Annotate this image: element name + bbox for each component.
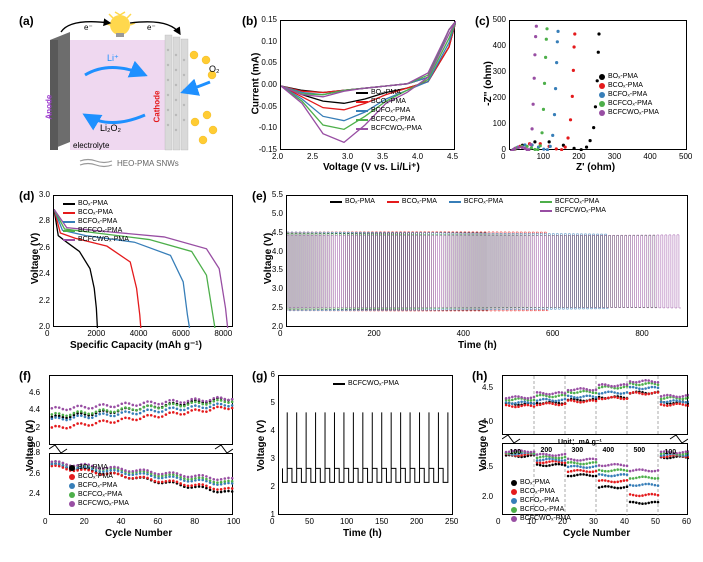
panel-g-ylabel: Voltage (V) bbox=[256, 420, 267, 471]
panel-f-break bbox=[49, 445, 233, 453]
electrolyte-label: electrolyte bbox=[73, 141, 109, 150]
anode-label: Anode bbox=[45, 95, 54, 120]
panel-c-legend: BOₓ-PMABCOₓ-PMABCFOₓ-PMABCFCOₓ-PMABCFCWO… bbox=[599, 72, 659, 117]
panel-b-label: (b) bbox=[242, 14, 257, 28]
panel-d-label: (d) bbox=[19, 189, 34, 203]
cathode-label: Cathode bbox=[153, 91, 162, 123]
panel-c-xlabel: Z' (ohm) bbox=[576, 162, 615, 173]
panel-h-chart-top bbox=[502, 375, 688, 435]
panel-g-legend: BCFCWOₓ-PMA bbox=[333, 379, 399, 388]
panel-b-xlabel: Voltage (V vs. Li/Li⁺) bbox=[323, 162, 420, 173]
panel-g: (g) Voltage (V) Time (h) 050100150200250… bbox=[248, 365, 460, 550]
panel-g-chart bbox=[278, 375, 453, 515]
heo-label: HEO-PMA SNWs bbox=[117, 159, 179, 168]
panel-h-legend: BOₓ-PMABCOₓ-PMABCFOₓ-PMABCFCOₓ-PMABCFCWO… bbox=[511, 478, 571, 523]
panel-h-xlabel: Cycle Number bbox=[563, 528, 630, 539]
li-plus-label: Li⁺ bbox=[107, 53, 119, 64]
panel-g-legend-label: BCFCWOₓ-PMA bbox=[348, 379, 399, 388]
panel-f-legend: BOₓ-PMABCOₓ-PMABCFOₓ-PMABCFCOₓ-PMABCFCWO… bbox=[69, 463, 129, 508]
panel-f: (f) Voltage (V) Cycle Number 02040608010… bbox=[15, 365, 240, 550]
panel-f-xlabel: Cycle Number bbox=[105, 528, 172, 539]
panel-d-xlabel: Specific Capacity (mAh g⁻¹) bbox=[70, 340, 202, 351]
panel-b: (b) Current (mA) Voltage (V vs. Li/Li⁺) … bbox=[238, 10, 463, 175]
panel-c-label: (c) bbox=[475, 14, 490, 28]
panel-e: (e) Voltage (V) Time (h) 02004006008002.… bbox=[248, 185, 696, 355]
panel-e-label: (e) bbox=[252, 189, 267, 203]
panel-b-legend: BOₓ-PMABCOₓ-PMABCFOₓ-PMABCFCOₓ-PMABCFCWO… bbox=[356, 88, 422, 133]
panel-f-chart-top bbox=[49, 375, 233, 445]
panel-c: (c) -Z'' (ohm) Z' (ohm) 0100200300400500… bbox=[471, 10, 696, 175]
o2-label: O₂ bbox=[209, 64, 220, 74]
panel-e-legend: BOₓ-PMABCOₓ-PMABCFOₓ-PMA bbox=[330, 197, 503, 206]
panel-h-label: (h) bbox=[472, 369, 487, 383]
panel-f-label: (f) bbox=[19, 369, 31, 383]
e-label-right: e⁻ bbox=[147, 23, 156, 32]
panel-e-chart bbox=[286, 195, 688, 327]
panel-h-unit-label: Unit：mA g⁻¹ bbox=[558, 437, 602, 447]
lightbulb-icon bbox=[105, 12, 135, 37]
panel-e-ylabel: Voltage (V) bbox=[263, 233, 274, 284]
panel-d-legend: BOₓ-PMABCOₓ-PMABCFOₓ-PMABCFCOₓ-PMABCFCWO… bbox=[63, 199, 129, 244]
panel-h: (h) Voltage (V) Cycle Number 01020304050… bbox=[468, 365, 696, 550]
panel-d: (d) Voltage (V) Specific Capacity (mAh g… bbox=[15, 185, 240, 355]
panel-e-legend-2: BCFCOₓ-PMABCFCWOₓ-PMA bbox=[540, 197, 606, 215]
panel-g-label: (g) bbox=[252, 369, 267, 383]
li2o2-label: Li₂O₂ bbox=[100, 123, 121, 133]
e-label-left: e⁻ bbox=[84, 23, 93, 32]
panel-a: (a) bbox=[15, 10, 225, 175]
panel-c-chart bbox=[509, 20, 687, 150]
panel-a-svg bbox=[15, 10, 225, 175]
panel-g-xlabel: Time (h) bbox=[343, 528, 382, 539]
panel-e-xlabel: Time (h) bbox=[458, 340, 497, 351]
